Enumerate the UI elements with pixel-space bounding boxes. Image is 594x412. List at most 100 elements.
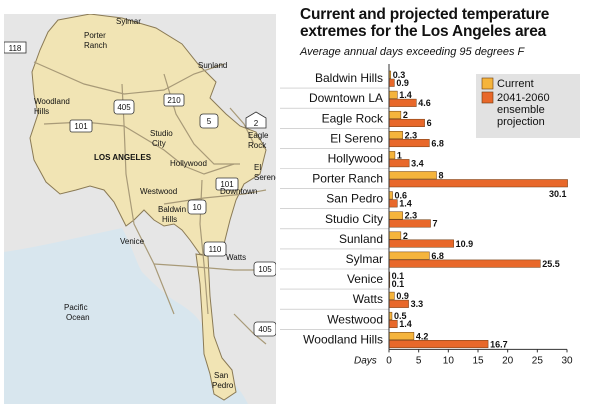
svg-text:118: 118 [9,44,22,53]
x-axis-label: Days [354,355,377,366]
x-tick-label: 0 [386,355,392,366]
data-label: 2.3 [405,211,418,221]
map-label-watts: Watts [226,253,246,262]
bar-projection [388,319,398,328]
svg-text:210: 210 [167,96,181,105]
legend-label: projection [497,116,545,128]
bar-projection [388,259,541,268]
map-label-studio: Studio [150,129,173,138]
category-label: Hollywood [328,151,383,165]
legend-box [476,74,580,138]
data-label: 4.2 [416,331,429,341]
map-label-woodland: Woodland [34,97,70,106]
bar-current [388,191,393,200]
highway-shields: 118 210 405 101 5 2 101 10 110 105 405 [4,41,276,337]
category-label: Sunland [339,232,383,246]
highway-shield-5-icon: 5 [199,113,219,129]
city-boundary [29,14,267,257]
x-tick-label: 15 [472,355,484,366]
data-label: 1.4 [399,319,412,329]
data-label: 1.4 [399,90,412,100]
highway-shield-2-icon: 2 [245,111,267,129]
data-label: 6.8 [431,251,444,261]
map-label-baldwin: Baldwin [158,205,186,214]
bar-current [388,90,398,99]
highway-shield-105-icon: 105 [253,261,276,277]
los-angeles-map: 118 210 405 101 5 2 101 10 110 105 405 S… [4,14,276,404]
highway-shield-110-icon: 110 [203,241,227,257]
bar-projection [388,239,454,248]
category-label: San Pedro [326,192,383,206]
map-label-eagle: Eagle [248,131,269,140]
data-label: 2.3 [405,130,418,140]
map-label-san: San [214,371,228,380]
map-label-ocean: Ocean [66,313,90,322]
bar-current [388,231,402,240]
data-label: 30.1 [549,189,567,199]
map-label-downtown: Downtown [220,187,257,196]
highway-shield-101b-icon: 101 [215,177,239,191]
category-label: Venice [347,272,383,286]
map-label-baldwin-hills: Baldwin Hills [158,205,186,224]
bar-projection [388,118,425,127]
map-place-labels: Sylmar Porter Ranch Sunland Woodland Hills… [34,17,276,390]
map-label-woodland-hills: Woodland Hills [34,97,70,116]
x-tick-label: 5 [416,355,422,366]
legend-label: Current [497,78,534,90]
map-label-pedro: Pedro [212,381,234,390]
highway-shield-405-icon: 405 [113,99,135,115]
map-label-venice: Venice [120,237,145,246]
category-label: Porter Ranch [312,172,383,186]
category-label: Westwood [327,312,383,326]
map-label-studio-city: Studio City [150,129,173,148]
legend-label: 2041-2060 [497,92,550,104]
chart-axis: 0 5 10 15 20 25 30 Days [354,64,573,366]
data-label: 0.9 [396,291,409,301]
category-label: Watts [353,292,383,306]
category-label: Studio City [325,212,383,226]
category-label: Sylmar [346,252,383,266]
bar-projection [388,299,409,308]
category-label: Eagle Rock [322,111,384,125]
chart-title: Current and projected temperature extrem… [300,6,550,40]
map-label-ranch: Ranch [84,41,107,50]
map-label-westwood: Westwood [140,187,177,196]
map-label-los-angeles: LOS ANGELES [94,153,152,162]
x-tick-label: 25 [532,355,544,366]
svg-text:101: 101 [74,122,88,131]
legend-swatch-projection [481,91,494,104]
data-label: 16.7 [490,339,508,349]
data-label: 2 [403,110,408,120]
chart-grid [280,87,389,330]
data-label: 0.5 [394,311,407,321]
map-label-baldwin-hills-hills: Hills [162,215,177,224]
svg-text:405: 405 [117,103,131,112]
data-label: 1.4 [399,199,412,209]
highway-shield-210-icon: 210 [163,93,185,107]
data-label: 3.4 [411,158,424,168]
bar-current [388,131,403,140]
highway-shield-405b-icon: 405 [253,321,276,337]
map-label-city: City [152,139,166,148]
data-label: 0.9 [396,78,409,88]
bar-current [388,171,437,180]
pacific-ocean-water [4,228,248,404]
svg-text:101: 101 [220,180,234,189]
bar-projection [388,139,430,148]
x-tick-label: 20 [502,355,514,366]
highway-shield-10-icon: 10 [187,199,207,215]
data-label: 0.1 [392,271,405,281]
data-label: 8 [438,171,443,181]
bar-current [388,211,403,220]
bar-projection [388,159,410,168]
map-label-san-pedro: San Pedro [212,371,234,390]
bar-current [388,151,396,160]
bar-projection [388,98,417,107]
bar-projection [388,340,489,349]
map-label-sylmar: Sylmar [116,17,141,26]
svg-text:2: 2 [254,119,259,128]
